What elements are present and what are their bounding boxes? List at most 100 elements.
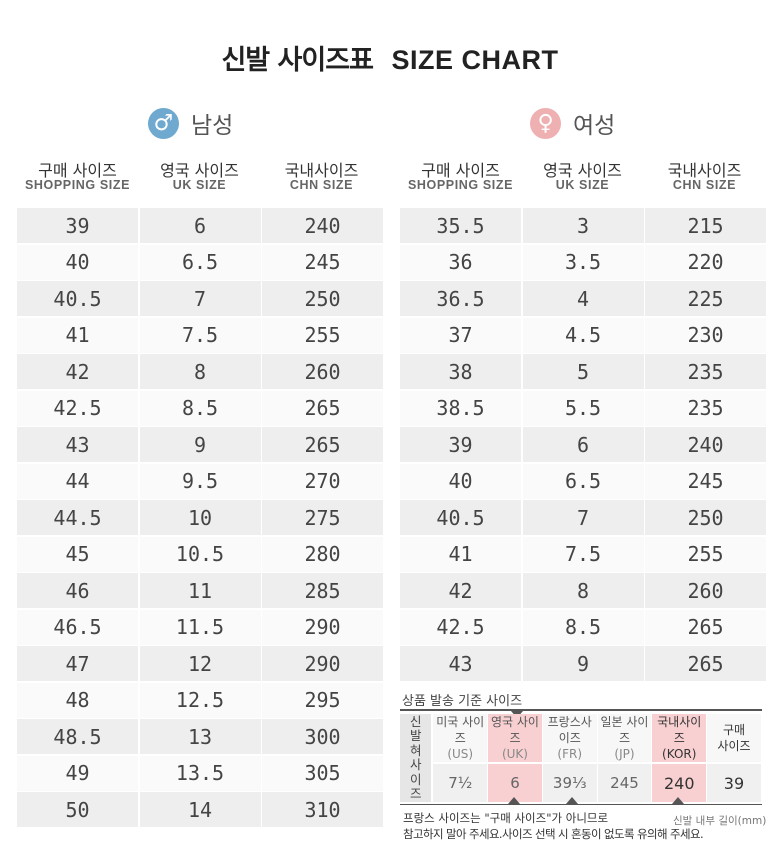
table-row: 50 14 310 xyxy=(17,792,385,829)
table-cell: 47 xyxy=(17,646,138,681)
female-header-uk: 영국 사이즈 UK SIZE xyxy=(522,157,643,192)
table-cell: 49 xyxy=(17,755,138,791)
table-row: 41 7.5 255 xyxy=(17,317,385,355)
table-cell: 43 xyxy=(400,646,521,681)
example-column-header: 국내사이즈 (KOR) xyxy=(652,714,707,762)
table-cell: 50 xyxy=(17,792,138,827)
table-cell: 7.5 xyxy=(139,317,261,353)
table-cell: 37 xyxy=(400,317,521,353)
table-cell: 6 xyxy=(139,208,261,243)
header-line: 프랑스사이즈 xyxy=(547,715,592,745)
header-ko: 구매 사이즈 xyxy=(421,161,500,180)
table-cell: 4 xyxy=(522,281,644,316)
table-cell: 290 xyxy=(262,646,383,681)
table-cell: 8 xyxy=(522,573,644,608)
header-sub: 사이즈 xyxy=(717,739,751,753)
table-cell: 12 xyxy=(139,646,261,681)
table-cell: 220 xyxy=(645,244,766,280)
side-char: 사 xyxy=(409,757,422,772)
table-cell: 8.5 xyxy=(139,390,261,426)
table-cell: 46 xyxy=(17,573,138,608)
header-line: 구매 xyxy=(722,723,746,737)
table-cell: 240 xyxy=(645,427,766,462)
side-char: 이 xyxy=(409,771,422,787)
table-cell: 290 xyxy=(262,609,383,645)
header-en: SHOPPING SIZE xyxy=(407,178,514,192)
table-cell: 41 xyxy=(17,317,138,353)
example-column-header: 프랑스사이즈 (FR) xyxy=(542,714,597,762)
header-sub: (JP) xyxy=(614,747,635,761)
table-cell: 45 xyxy=(17,536,138,572)
unit-note: 신발 내부 길이(mm) xyxy=(673,815,767,827)
table-row: 48 12.5 295 xyxy=(17,682,385,720)
table-row: 47 12 290 xyxy=(17,646,385,683)
header-en: CHN SIZE xyxy=(289,178,354,192)
table-cell: 42 xyxy=(17,354,138,389)
table-cell: 40 xyxy=(17,244,138,280)
example-column: 일본 사이즈 (JP) 245 xyxy=(597,714,652,802)
example-column-header: 미국 사이즈 (US) xyxy=(433,714,488,762)
table-cell: 3 xyxy=(522,208,644,243)
table-cell: 255 xyxy=(262,317,383,353)
male-section-header: ♂ 남성 xyxy=(148,106,233,140)
table-cell: 255 xyxy=(645,536,766,572)
table-cell: 48 xyxy=(17,682,138,718)
table-cell: 11 xyxy=(139,573,261,608)
header-en: UK SIZE xyxy=(172,178,227,192)
table-cell: 285 xyxy=(262,573,383,608)
table-cell: 7 xyxy=(522,500,644,535)
header-ko: 구매 사이즈 xyxy=(38,161,117,180)
header-line: 일본 사이즈 xyxy=(600,715,649,745)
table-cell: 44 xyxy=(17,463,138,499)
table-cell: 41 xyxy=(400,536,521,572)
table-cell: 6 xyxy=(522,427,644,462)
table-cell: 265 xyxy=(262,390,383,426)
table-cell: 265 xyxy=(645,609,766,645)
female-header-chn: 국내사이즈 CHN SIZE xyxy=(644,157,765,192)
table-row: 38.5 5.5 235 xyxy=(400,390,768,428)
example-column-value: 39⅓ xyxy=(542,764,597,802)
female-label: 여성 xyxy=(573,113,616,139)
table-cell: 8.5 xyxy=(522,609,644,645)
table-cell: 9 xyxy=(139,427,261,462)
example-column: 영국 사이즈 (UK) 6 xyxy=(488,714,542,802)
header-line: 영국 사이즈 xyxy=(490,715,539,745)
table-row: 38 5 235 xyxy=(400,354,768,391)
female-section-header: ♀ 여성 xyxy=(530,106,615,140)
table-cell: 280 xyxy=(262,536,383,572)
header-line: 미국 사이즈 xyxy=(436,715,485,745)
example-column: 프랑스사이즈 (FR) 39⅓ xyxy=(542,714,597,802)
table-cell: 7 xyxy=(139,281,261,316)
table-cell: 39 xyxy=(17,208,138,243)
table-cell: 9 xyxy=(522,646,644,681)
table-cell: 270 xyxy=(262,463,383,499)
table-row: 42 8 260 xyxy=(400,573,768,610)
header-sub: (FR) xyxy=(557,747,583,761)
table-cell: 3.5 xyxy=(522,244,644,280)
header-sub: (US) xyxy=(447,747,474,761)
up-arrow-icon xyxy=(566,797,578,804)
header-line: 국내사이즈 xyxy=(657,715,702,745)
header-ko: 국내사이즈 xyxy=(667,161,742,180)
header-en: UK SIZE xyxy=(555,178,610,192)
divider xyxy=(400,709,762,711)
table-cell: 40 xyxy=(400,463,521,499)
table-cell: 40.5 xyxy=(400,500,521,535)
divider xyxy=(400,804,762,805)
table-cell: 35.5 xyxy=(400,208,521,243)
table-row: 40 6.5 245 xyxy=(400,463,768,501)
table-cell: 5.5 xyxy=(522,390,644,426)
table-cell: 36 xyxy=(400,244,521,280)
table-row: 49 13.5 305 xyxy=(17,755,385,793)
table-row: 39 6 240 xyxy=(17,208,385,245)
example-column-value: 7½ xyxy=(433,764,488,802)
example-column: 구매 사이즈 39 xyxy=(707,714,761,802)
table-cell: 42.5 xyxy=(400,609,521,645)
table-cell: 40.5 xyxy=(17,281,138,316)
table-cell: 265 xyxy=(645,646,766,681)
table-row: 48.5 13 300 xyxy=(17,719,385,756)
table-cell: 215 xyxy=(645,208,766,243)
side-char: 혀 xyxy=(409,742,422,758)
